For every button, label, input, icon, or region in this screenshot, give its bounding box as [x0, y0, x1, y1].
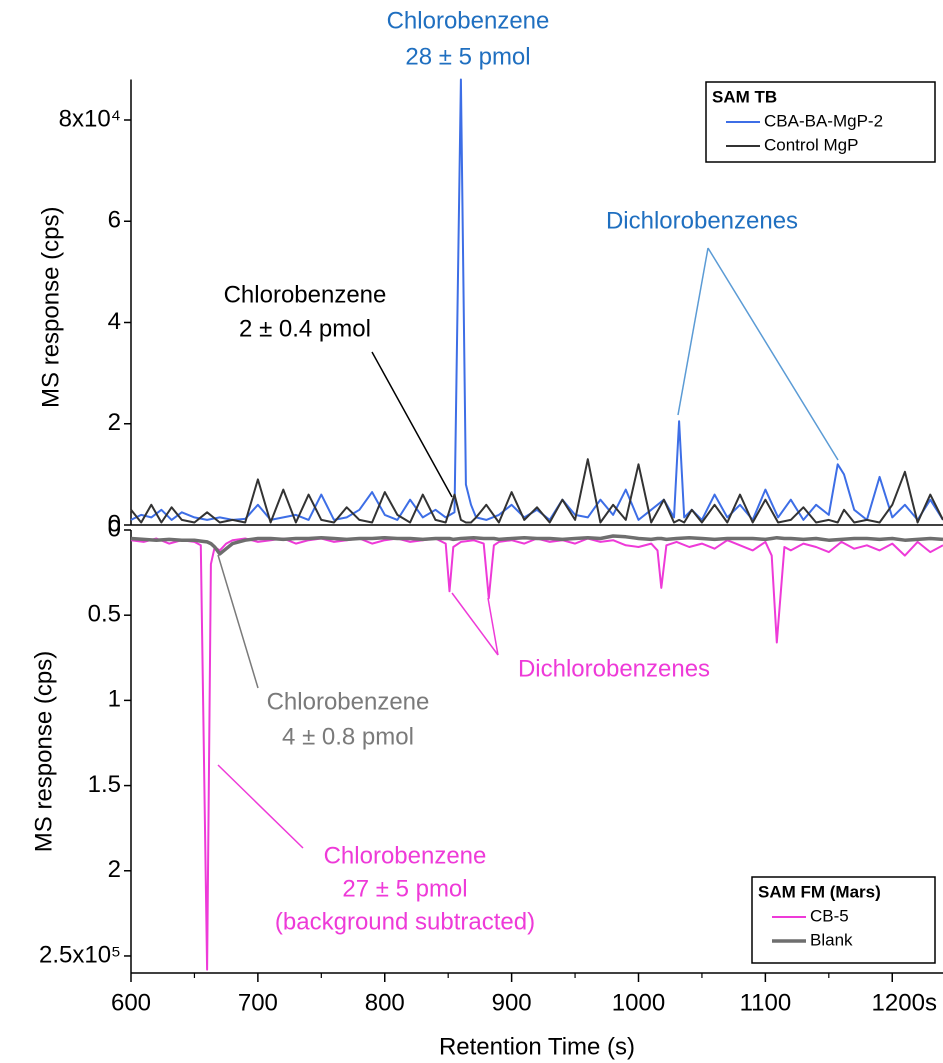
leader-line [677, 247, 709, 416]
x-tick-label: 1200s [872, 989, 937, 1016]
annotation: Chlorobenzene [224, 281, 387, 308]
leader-line [487, 597, 499, 656]
leader-line [371, 351, 453, 498]
annotation: Dichlorobenzenes [606, 207, 798, 234]
x-tick-label: 700 [238, 989, 278, 1016]
y-tick-label: 6 [108, 207, 121, 234]
legend-label: Blank [810, 930, 853, 949]
y-tick-label: 0.5 [88, 601, 121, 628]
annotation: Chlorobenzene [267, 688, 430, 715]
y-tick-label: 2 [108, 856, 121, 883]
annotation: Chlorobenzene [324, 842, 487, 869]
y-tick-label: 8x10⁴ [59, 105, 121, 132]
y-tick-label: 2 [108, 409, 121, 436]
x-tick-label: 1000 [612, 989, 665, 1016]
x-tick-label: 600 [111, 989, 151, 1016]
annotation: Dichlorobenzenes [518, 655, 710, 682]
y-tick-label: 1.5 [88, 771, 121, 798]
legend-title: SAM TB [712, 87, 777, 106]
legend-box [751, 876, 936, 964]
y-axis-title: MS response (cps) [37, 207, 64, 408]
annotation: 27 ± 5 pmol [342, 875, 467, 902]
y-tick-label: 1 [108, 686, 121, 713]
x-tick-label: 1100 [740, 989, 792, 1016]
legend-label: Control MgP [764, 135, 858, 154]
x-tick-label: 800 [365, 989, 405, 1016]
y-tick-label: 0 [108, 515, 121, 542]
legend-label: CB-5 [810, 906, 849, 925]
y-axis-title: MS response (cps) [30, 651, 57, 852]
y-tick-label: 0 [108, 510, 121, 537]
annotation: (background subtracted) [275, 908, 535, 935]
leader-line [451, 592, 499, 656]
leader-line [707, 247, 839, 461]
legend-title: SAM FM (Mars) [758, 882, 881, 901]
data-line [130, 534, 943, 556]
y-tick-label: 4 [108, 308, 121, 335]
annotation: 2 ± 0.4 pmol [239, 315, 371, 342]
leader-line [217, 554, 259, 689]
legend-label: CBA-BA-MgP-2 [764, 111, 883, 130]
x-tick-label: 900 [492, 989, 532, 1016]
annotation: 28 ± 5 pmol [405, 43, 530, 70]
annotation: 4 ± 0.8 pmol [282, 723, 414, 750]
y-tick-label: 2.5x10⁵ [39, 941, 121, 968]
data-line [130, 458, 943, 524]
x-axis-title: Retention Time (s) [439, 1033, 635, 1060]
annotation: Chlorobenzene [387, 7, 550, 34]
leader-line [217, 764, 304, 849]
